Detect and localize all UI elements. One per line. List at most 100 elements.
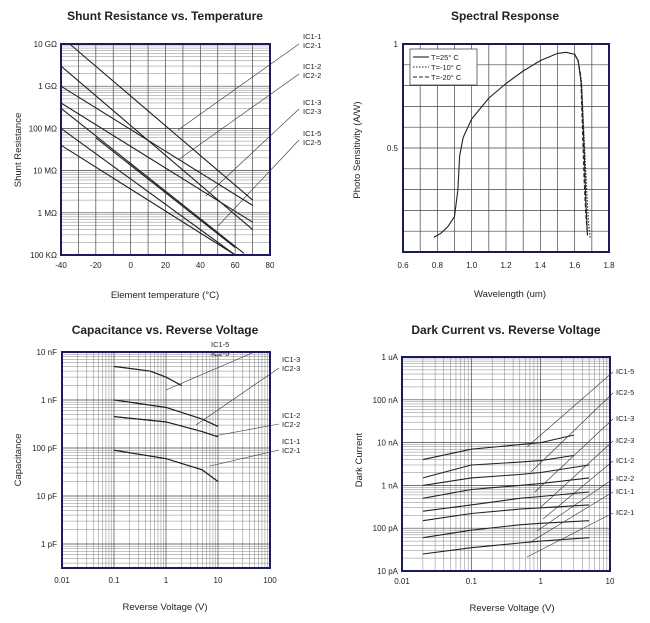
legend-label: T=25° C — [431, 53, 459, 62]
x-tick-label: 1.8 — [603, 261, 615, 270]
y-tick-label: 10 nA — [377, 439, 399, 448]
series-label: IC1-2 — [282, 411, 300, 420]
series-line — [422, 520, 590, 539]
x-tick-label: 1.0 — [466, 261, 478, 270]
series-line — [69, 43, 253, 201]
chart-dark-current: Dark Current vs. Reverse Voltage Reverse … — [354, 323, 634, 614]
x-tick-label: 100 — [263, 576, 277, 585]
series-label: IC1-2 — [616, 456, 634, 465]
series-line — [113, 365, 182, 387]
y-axis-label: Capacitance — [13, 434, 24, 487]
y-axis-label: Shunt Resistance — [13, 113, 24, 187]
y-tick-label: 1 nA — [382, 481, 399, 490]
x-tick-label: 60 — [231, 261, 240, 270]
y-tick-label: 10 MΩ — [33, 167, 57, 176]
series-label: IC1-1 — [282, 437, 300, 446]
legend-box — [409, 48, 478, 86]
chart-title: Dark Current vs. Reverse Voltage — [411, 323, 601, 337]
series-line — [433, 51, 589, 238]
series-label: IC2-3 — [282, 364, 300, 373]
x-tick-label: 1.2 — [500, 261, 512, 270]
series-label: IC2-5 — [303, 138, 321, 147]
y-tick-label: 1 pF — [41, 540, 57, 549]
x-tick-label: 20 — [161, 261, 170, 270]
series-line — [60, 107, 245, 254]
y-tick-label: 10 pA — [377, 567, 399, 576]
x-tick-label: 10 — [606, 577, 615, 586]
series-label: IC2-1 — [303, 41, 321, 50]
series-label: IC2-3 — [303, 107, 321, 116]
series-label: IC1-2 — [303, 62, 321, 71]
chart-title: Capacitance vs. Reverse Voltage — [72, 323, 259, 337]
series-line — [60, 85, 253, 206]
leader-line — [536, 478, 614, 532]
leader-line — [177, 73, 300, 161]
x-tick-label: 80 — [266, 261, 275, 270]
series-line — [113, 449, 219, 483]
legend-label: T=-10° C — [431, 63, 462, 72]
x-tick-label: -20 — [90, 261, 102, 270]
plot-frame — [60, 43, 271, 256]
series-label: IC2-2 — [616, 474, 634, 483]
series-line — [574, 54, 589, 236]
y-tick-label: 1 nF — [41, 396, 57, 405]
series-label: IC2-2 — [303, 71, 321, 80]
series-line — [574, 54, 591, 238]
y-tick-label: 100 KΩ — [30, 251, 57, 260]
series-label: IC2-3 — [616, 436, 634, 445]
series-label: IC2-1 — [282, 446, 300, 455]
series-line — [60, 144, 236, 256]
series-line — [422, 434, 574, 461]
plot-frame — [402, 43, 610, 253]
leader-line — [542, 460, 614, 520]
series-line — [422, 477, 590, 499]
series-label: IC1-1 — [616, 487, 634, 496]
series-line — [422, 464, 590, 486]
chart-shunt-resistance: Shunt Resistance vs. Temperature Element … — [13, 9, 321, 301]
series-label: IC1-5 — [303, 129, 321, 138]
series-label: IC2-1 — [616, 508, 634, 517]
plot-frame — [61, 351, 271, 569]
leader-line — [165, 352, 253, 391]
y-tick-label: 10 nF — [37, 348, 58, 357]
x-axis-label: Reverse Voltage (V) — [122, 602, 207, 613]
series-line — [113, 399, 219, 427]
y-axis-label: Dark Current — [354, 432, 365, 487]
x-tick-label: 0.8 — [432, 261, 444, 270]
plot-frame — [401, 356, 611, 572]
x-tick-label: -40 — [55, 261, 67, 270]
series-label: IC1-1 — [303, 32, 321, 41]
series-line — [113, 416, 219, 438]
y-tick-label: 1 GΩ — [38, 82, 57, 91]
series-line — [60, 127, 236, 256]
series-label: IC1-3 — [616, 414, 634, 423]
x-tick-label: 0.01 — [394, 577, 410, 586]
series-label: IC1-3 — [282, 355, 300, 364]
leader-line — [177, 43, 300, 131]
series-label: IC2-5 — [211, 349, 229, 358]
series-line — [422, 504, 590, 522]
series-label: IC1-5 — [211, 340, 229, 349]
leader-line — [534, 418, 614, 493]
y-tick-label: 100 pF — [32, 444, 57, 453]
series-label: IC2-5 — [616, 388, 634, 397]
x-tick-label: 0.1 — [108, 576, 120, 585]
series-line — [95, 137, 236, 249]
x-tick-label: 40 — [196, 261, 205, 270]
x-tick-label: 10 — [214, 576, 223, 585]
y-axis-label: Photo Sensitivity (A/W) — [352, 101, 363, 198]
x-tick-label: 0.01 — [54, 576, 70, 585]
series-line — [113, 365, 182, 387]
chart-title: Shunt Resistance vs. Temperature — [67, 9, 263, 23]
leader-line — [526, 371, 614, 448]
y-tick-label: 100 nA — [373, 396, 399, 405]
leader-line — [209, 449, 280, 467]
x-tick-label: 0.1 — [466, 577, 478, 586]
y-tick-label: 1 — [394, 40, 399, 49]
leader-line — [217, 139, 300, 227]
leader-line — [526, 512, 614, 558]
leader-line — [540, 440, 614, 508]
x-axis-label: Element temperature (°C) — [111, 290, 219, 301]
y-tick-label: 100 MΩ — [29, 124, 57, 133]
